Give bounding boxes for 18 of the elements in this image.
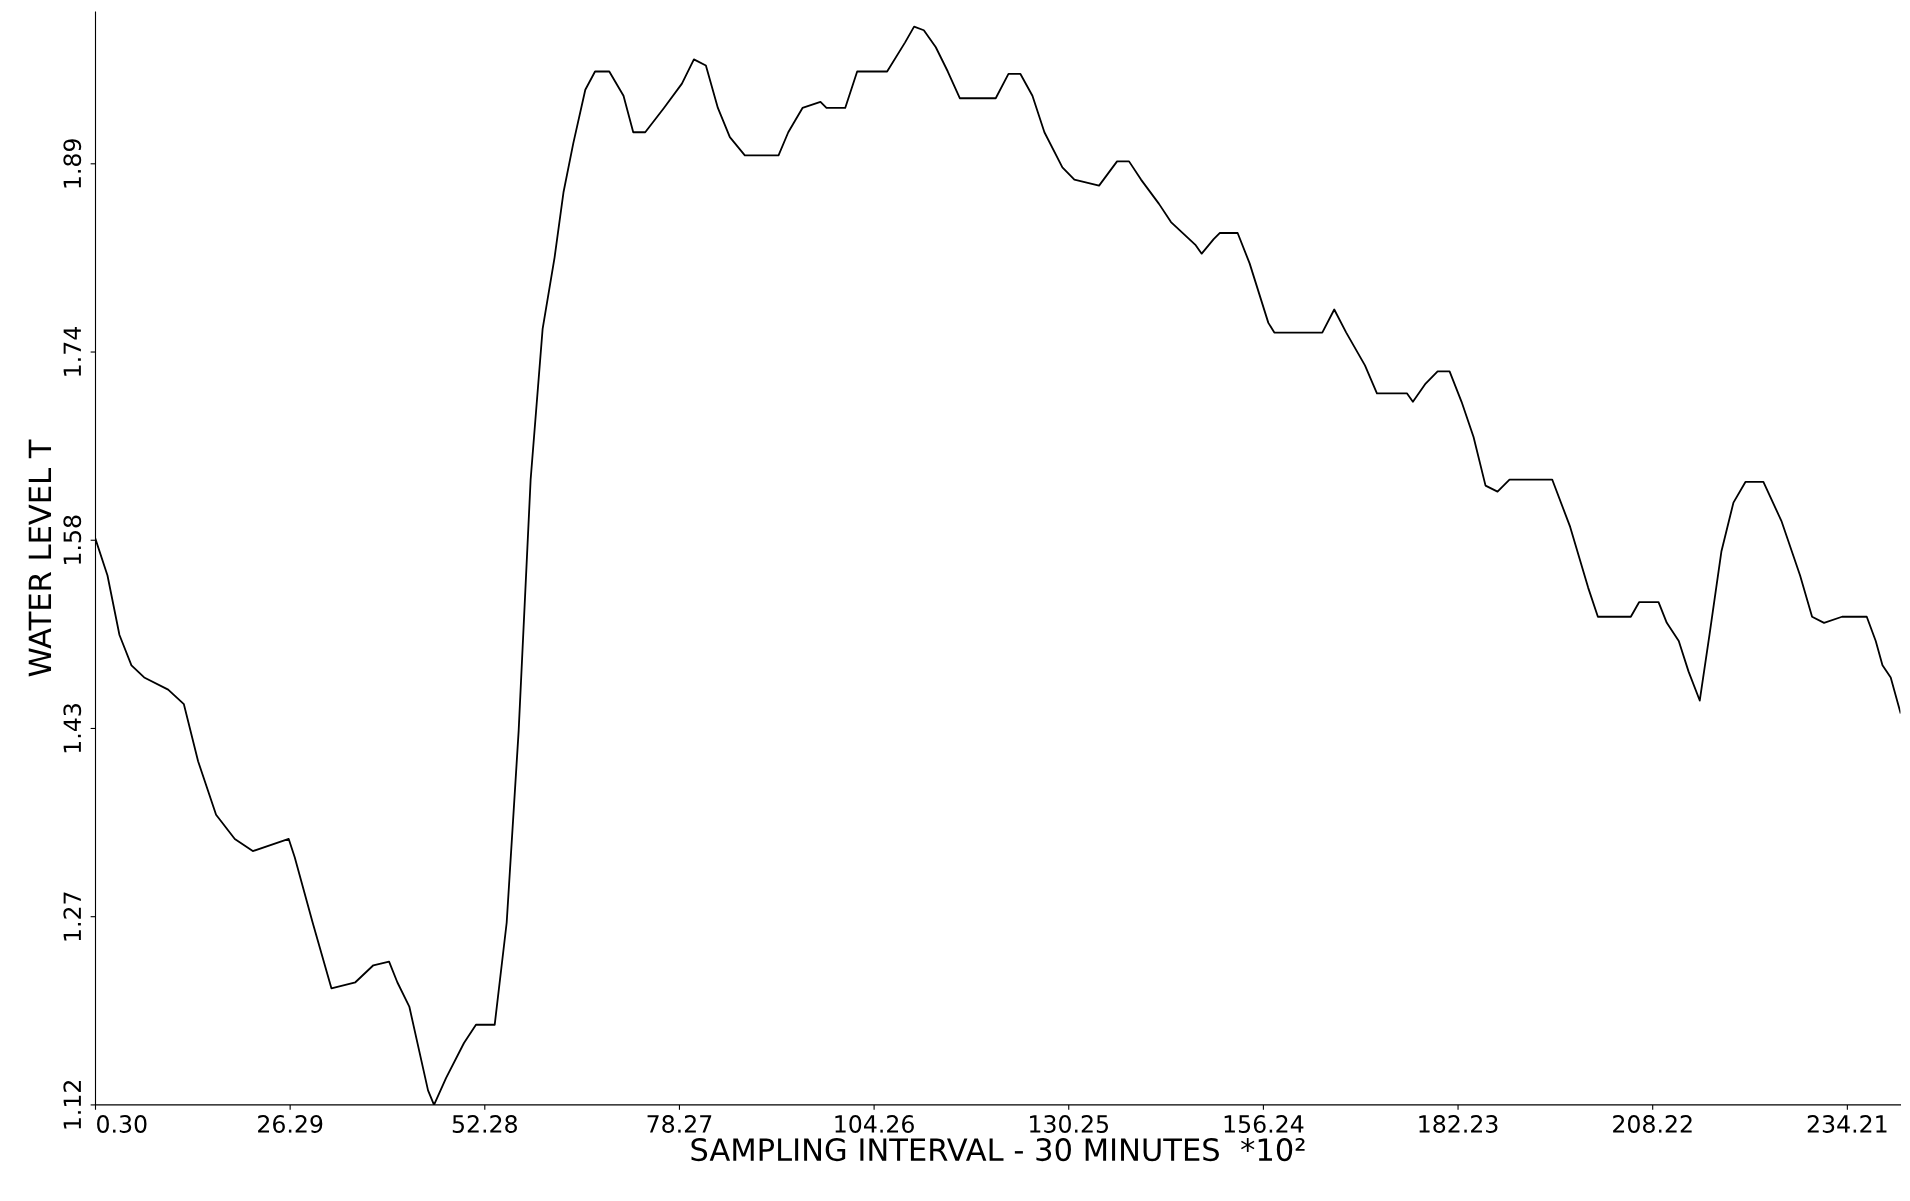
x-tick-label: 234.21 [1807, 1115, 1887, 1133]
y-tick-label: 1.27 [63, 892, 81, 941]
y-tick-label: 1.43 [63, 704, 82, 753]
x-tick-label: 104.26 [835, 1115, 914, 1133]
y-tick-label: 1.74 [63, 327, 81, 376]
x-tick-label: 182.23 [1419, 1115, 1498, 1133]
x-tick-label: 26.29 [258, 1115, 323, 1133]
x-axis-title: SAMPLING INTERVAL - 30 MINUTES *10² [691, 1138, 1305, 1162]
x-tick-label: 156.24 [1224, 1115, 1304, 1133]
y-tick-label: 1.58 [63, 515, 82, 564]
x-tick-label: 130.25 [1030, 1115, 1108, 1133]
y-tick-label: 1.12 [63, 1081, 81, 1129]
x-tick-label: 78.27 [647, 1115, 712, 1133]
x-tick-label: 0.30 [97, 1115, 147, 1133]
x-tick-label: 208.22 [1613, 1115, 1692, 1133]
y-axis-title: WATER LEVEL T [28, 439, 52, 677]
x-tick-label: 52.28 [452, 1115, 517, 1133]
y-tick-label: 1.89 [63, 139, 82, 188]
